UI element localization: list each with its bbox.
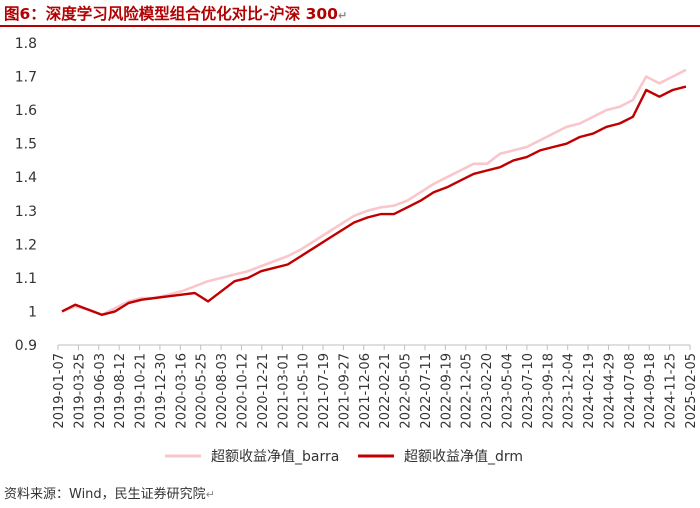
x-tick-label: 2019-06-03: [93, 353, 108, 429]
y-tick-label: 1.7: [15, 70, 37, 86]
x-tick-label: 2023-02-20: [480, 353, 495, 429]
x-tick-label: 2024-02-19: [582, 353, 597, 429]
x-tick-label: 2023-12-04: [562, 353, 577, 429]
x-tick-label: 2023-07-10: [521, 353, 536, 429]
x-tick-label: 2019-01-07: [52, 353, 67, 429]
x-tick-label: 2020-03-16: [174, 353, 189, 429]
y-tick-label: 1.8: [15, 36, 37, 52]
x-tick-label: 2023-05-04: [501, 353, 516, 429]
x-tick-label: 2024-11-25: [664, 353, 679, 429]
legend-label: 超额收益净值_barra: [211, 449, 339, 465]
y-tick-label: 0.9: [15, 338, 37, 354]
title-underline: [0, 25, 700, 27]
x-tick-label: 2021-05-10: [297, 353, 312, 429]
y-tick-label: 1.1: [15, 271, 37, 287]
x-tick-label: 2021-07-19: [317, 353, 332, 429]
x-tick-label: 2022-09-19: [439, 353, 454, 429]
series-line-barra: [61, 68, 687, 317]
y-tick-label: 1.2: [15, 237, 37, 253]
y-tick-label: 1.4: [15, 170, 37, 186]
x-tick-label: 2020-10-12: [235, 353, 250, 429]
line-chart: 0.9 1 1.1 1.2 1.3 1.4 1.5 1.6 1.7 1.8 2019-01-07 20…: [15, 36, 699, 465]
x-tick-label: 2024-07-08: [623, 353, 638, 429]
x-tick-label: 2022-07-11: [419, 353, 434, 429]
x-tick-label: 2019-10-21: [134, 353, 149, 429]
x-tick-label: 2021-12-06: [358, 353, 373, 429]
x-tick-label: 2019-03-25: [72, 353, 87, 429]
x-tick-label: 2020-08-03: [215, 353, 230, 429]
x-tick-label: 2022-12-05: [460, 353, 475, 429]
x-tick-label: 2024-09-18: [643, 353, 658, 429]
x-tick-label: 2024-04-29: [602, 353, 617, 429]
series-line-drm: [61, 85, 687, 316]
y-tick-label: 1.3: [15, 204, 37, 220]
y-tick-label: 1: [28, 304, 37, 320]
chart-axes: 0.9 1 1.1 1.2 1.3 1.4 1.5 1.6 1.7 1.8 2019-01-07 20…: [15, 36, 699, 429]
legend-label: 超额收益净值_drm: [404, 449, 523, 465]
source-note: 资料来源：Wind，民生证券研究院↵: [4, 487, 215, 502]
x-tick-label: 2020-12-21: [256, 353, 271, 429]
x-tick-label: 2025-02-05: [684, 353, 699, 429]
y-tick-label: 1.6: [15, 103, 37, 119]
x-tick-label: 2022-02-21: [378, 353, 393, 429]
x-tick-label: 2019-08-12: [113, 353, 128, 429]
x-tick-label: 2023-09-18: [541, 353, 556, 429]
chart-series: [61, 68, 687, 317]
chart-title: 图6：深度学习风险模型组合优化对比-沪深 300↵: [4, 5, 348, 23]
x-tick-label: 2021-09-27: [337, 353, 352, 429]
y-tick-label: 1.5: [15, 137, 37, 153]
x-tick-label: 2021-03-01: [276, 353, 291, 429]
chart-legend: 超额收益净值_barra 超额收益净值_drm: [165, 449, 523, 465]
x-tick-label: 2022-05-05: [399, 353, 414, 429]
x-tick-label: 2019-12-30: [154, 353, 169, 429]
x-tick-label: 2020-05-25: [195, 353, 210, 429]
